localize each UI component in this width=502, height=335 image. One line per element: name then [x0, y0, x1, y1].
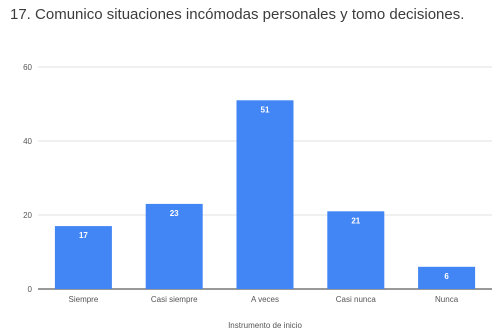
- bar-value-label: 17: [79, 231, 88, 240]
- bar-value-label: 21: [351, 216, 360, 225]
- y-tick-label: 0: [28, 285, 33, 294]
- x-tick-label: Siempre: [69, 295, 99, 304]
- bar-value-label: 51: [261, 105, 270, 114]
- chart-title: 17. Comunico situaciones incómodas perso…: [10, 6, 465, 23]
- bars: 17 23 51 21 6: [54, 100, 476, 289]
- x-tick-label: Nunca: [435, 295, 459, 304]
- y-axis-ticks: 0 20 40 60: [23, 63, 32, 294]
- x-tick-label: A veces: [251, 295, 279, 304]
- bar-value-label: 23: [170, 209, 179, 218]
- y-tick-label: 60: [23, 63, 32, 72]
- bar-casi-siempre: [145, 203, 203, 289]
- bar-nunca: [418, 266, 476, 289]
- y-tick-label: 40: [23, 137, 32, 146]
- bar-value-label: 6: [444, 272, 449, 281]
- bar-casi-nunca: [327, 211, 385, 289]
- x-axis-ticks: Siempre Casi siempre A veces Casi nunca Nunc…: [69, 295, 459, 304]
- x-tick-label: Casi siempre: [151, 295, 198, 304]
- bar-siempre: [54, 226, 112, 289]
- x-tick-label: Casi nunca: [336, 295, 377, 304]
- y-tick-label: 20: [23, 211, 32, 220]
- bar-a-veces: [236, 100, 294, 289]
- x-axis-title: Instrumento de inicio: [228, 321, 302, 330]
